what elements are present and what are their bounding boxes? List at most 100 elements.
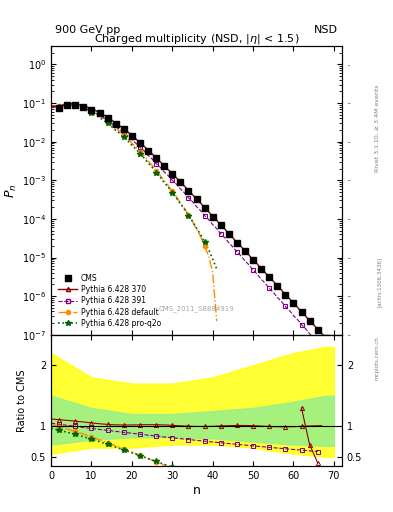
Text: CMS_2011_S8884919: CMS_2011_S8884919 (159, 305, 234, 312)
Pythia 6.428 391 (73, 102, 78, 109)
CMS (97, 111, 102, 117)
Line: CMS: CMS (56, 102, 329, 341)
Pythia 6.428 391 (57, 104, 62, 110)
CMS (105, 115, 110, 121)
CMS (219, 222, 223, 228)
CMS (235, 240, 239, 246)
Pythia 6.428 391 (138, 144, 142, 151)
Pythia 6.428 pro-q2o (138, 151, 142, 157)
CMS (283, 292, 288, 298)
Pythia 6.428 391 (235, 249, 239, 255)
Pythia 6.428 default (89, 108, 94, 114)
Line: Pythia 6.428 default: Pythia 6.428 default (57, 102, 207, 248)
Pythia 6.428 default (186, 212, 191, 218)
CMS (121, 126, 126, 132)
Line: Pythia 6.428 370: Pythia 6.428 370 (57, 101, 320, 332)
Pythia 6.428 default (202, 243, 207, 249)
Pythia 6.428 default (121, 132, 126, 138)
Pythia 6.428 391 (267, 285, 272, 291)
Pythia 6.428 370 (283, 292, 288, 298)
Pythia 6.428 391 (186, 195, 191, 201)
Pythia 6.428 pro-q2o (202, 239, 207, 245)
Pythia 6.428 391 (219, 230, 223, 237)
CMS (73, 102, 78, 108)
CMS (259, 266, 263, 272)
CMS (267, 274, 272, 281)
Pythia 6.428 370 (73, 100, 78, 106)
CMS (65, 102, 70, 108)
Pythia 6.428 370 (186, 188, 191, 194)
CMS (81, 104, 86, 110)
Pythia 6.428 391 (170, 177, 174, 183)
Pythia 6.428 pro-q2o (186, 212, 191, 219)
Text: [arXiv:1306.3436]: [arXiv:1306.3436] (377, 257, 382, 307)
CMS (170, 171, 174, 177)
Pythia 6.428 370 (89, 105, 94, 112)
Line: Pythia 6.428 pro-q2o: Pythia 6.428 pro-q2o (56, 103, 208, 245)
Pythia 6.428 370 (154, 155, 158, 161)
Pythia 6.428 391 (283, 304, 288, 310)
Pythia 6.428 370 (105, 114, 110, 120)
Pythia 6.428 default (73, 101, 78, 108)
Text: Rivet 3.1.10, ≥ 3.4M events: Rivet 3.1.10, ≥ 3.4M events (375, 84, 380, 172)
CMS (315, 327, 320, 333)
CMS (186, 188, 191, 194)
CMS (89, 106, 94, 113)
Pythia 6.428 370 (202, 205, 207, 211)
Pythia 6.428 pro-q2o (121, 134, 126, 140)
Pythia 6.428 pro-q2o (73, 103, 78, 109)
Pythia 6.428 370 (235, 240, 239, 246)
Pythia 6.428 pro-q2o (154, 169, 158, 176)
Pythia 6.428 391 (202, 212, 207, 219)
Pythia 6.428 370 (170, 171, 174, 177)
CMS (242, 248, 247, 254)
CMS (194, 196, 199, 202)
Pythia 6.428 391 (251, 267, 255, 273)
Pythia 6.428 default (57, 103, 62, 110)
CMS (251, 257, 255, 263)
Pythia 6.428 370 (57, 103, 62, 110)
Pythia 6.428 pro-q2o (170, 190, 174, 196)
Pythia 6.428 370 (299, 309, 304, 315)
Pythia 6.428 370 (267, 274, 272, 281)
Pythia 6.428 default (154, 167, 158, 174)
CMS (178, 179, 183, 185)
CMS (113, 121, 118, 127)
CMS (202, 205, 207, 211)
CMS (130, 133, 134, 139)
X-axis label: n: n (193, 483, 200, 497)
Pythia 6.428 370 (219, 222, 223, 228)
Pythia 6.428 default (170, 188, 174, 195)
CMS (154, 155, 158, 161)
CMS (138, 140, 142, 146)
Pythia 6.428 391 (154, 160, 158, 166)
CMS (291, 301, 296, 307)
Text: NSD: NSD (314, 25, 338, 35)
Title: Charged multiplicity (NSD, $|\eta|$ < 1.5): Charged multiplicity (NSD, $|\eta|$ < 1.… (94, 32, 299, 46)
Pythia 6.428 391 (299, 322, 304, 328)
Pythia 6.428 370 (138, 140, 142, 146)
Text: mcplots.cern.ch: mcplots.cern.ch (375, 336, 380, 380)
Pythia 6.428 default (105, 118, 110, 124)
Legend: CMS, Pythia 6.428 370, Pythia 6.428 391, Pythia 6.428 default, Pythia 6.428 pro-: CMS, Pythia 6.428 370, Pythia 6.428 391,… (55, 271, 164, 331)
Pythia 6.428 pro-q2o (89, 110, 94, 116)
Y-axis label: Ratio to CMS: Ratio to CMS (17, 369, 27, 432)
Text: 900 GeV pp: 900 GeV pp (55, 25, 120, 35)
Pythia 6.428 391 (315, 340, 320, 346)
CMS (323, 335, 328, 342)
CMS (162, 163, 167, 169)
Pythia 6.428 370 (121, 126, 126, 132)
CMS (307, 318, 312, 324)
CMS (226, 231, 231, 237)
Pythia 6.428 370 (315, 327, 320, 333)
Pythia 6.428 391 (121, 130, 126, 136)
Pythia 6.428 391 (105, 117, 110, 123)
CMS (210, 214, 215, 220)
Y-axis label: $P_n$: $P_n$ (4, 183, 19, 198)
Pythia 6.428 pro-q2o (57, 104, 62, 111)
CMS (57, 105, 62, 111)
CMS (299, 309, 304, 315)
CMS (275, 283, 280, 289)
CMS (146, 147, 151, 154)
Pythia 6.428 default (138, 148, 142, 155)
